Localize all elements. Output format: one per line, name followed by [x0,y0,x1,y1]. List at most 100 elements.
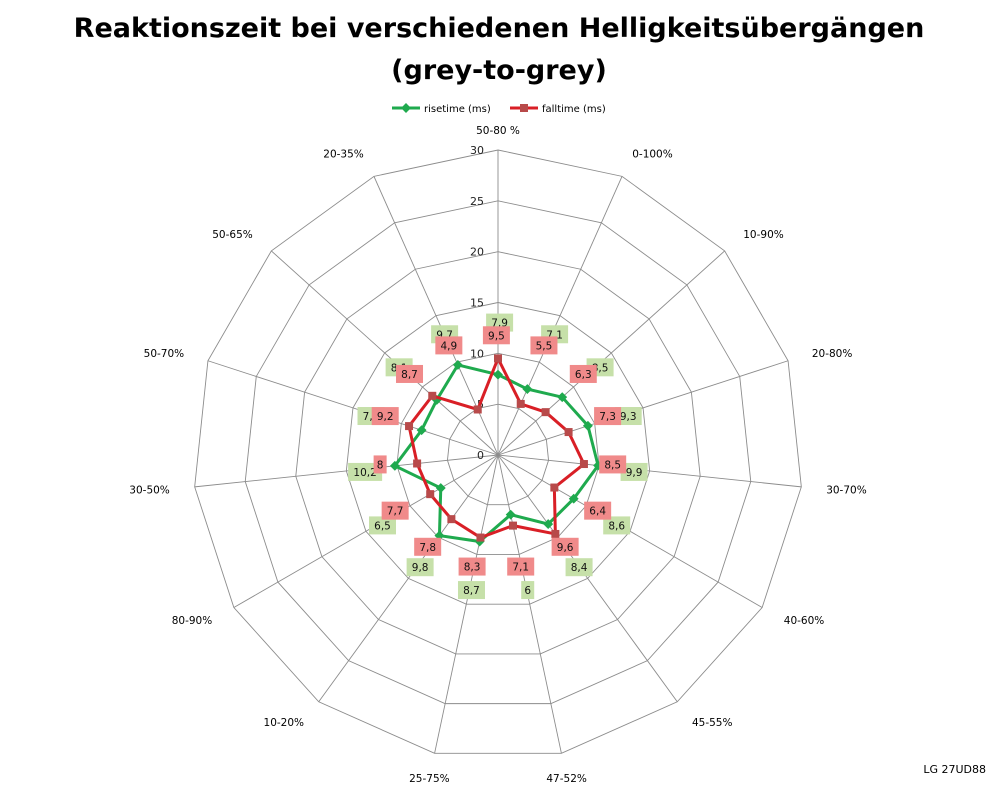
risetime-marker [557,392,568,403]
axis-label: 20-35% [323,149,364,161]
risetime-data-label: 9,3 [620,411,637,423]
falltime-data-label: 7,8 [419,542,436,554]
axis-label: 50-65% [212,229,253,241]
risetime-marker [568,493,579,504]
falltime-data-label: 5,5 [536,340,553,352]
falltime-marker [473,405,482,414]
grid-spoke [497,176,623,456]
series-line-falltime [407,354,586,540]
risetime-marker [582,420,593,431]
risetime-data-label: 6 [524,585,531,597]
grid-spoke [497,454,562,754]
falltime-marker [564,428,573,437]
risetime-data-label: 6,5 [374,520,391,532]
legend-entry: falltime (ms) [542,104,606,115]
risetime-label-bg [406,558,434,577]
grid-ring [295,251,701,655]
falltime-marker [579,460,588,469]
axis-label: 25-75% [409,773,450,785]
falltime-data-label: 8 [377,459,384,471]
falltime-data-label: 9,5 [488,330,505,342]
tick-label: 0 [477,449,484,462]
risetime-data-label: 8,6 [608,520,625,532]
chart-title-line1: Reaktionszeit bei verschiedenen Helligke… [73,13,925,44]
axis-label: 30-70% [826,484,867,496]
falltime-marker [509,521,518,530]
axis-label: 50-70% [144,348,185,360]
grid-spoke [271,250,499,456]
risetime-label-bg [565,558,593,577]
falltime-label-bg [381,501,409,520]
falltime-data-label: 9,2 [377,411,394,423]
risetime-data-label: 8,4 [571,562,588,574]
falltime-label-bg [482,326,510,345]
falltime-label-bg [396,364,424,383]
tick-label: 20 [470,246,484,259]
falltime-label-bg [530,336,558,355]
legend-swatch-marker [520,104,528,112]
grid-spoke [194,454,499,488]
risetime-label-bg [521,581,535,600]
axis-label: 0-100% [632,149,673,161]
falltime-marker [413,459,422,468]
risetime-data-label: 9,8 [412,562,429,574]
risetime-marker [452,359,463,370]
risetime-label-bg [368,516,396,535]
model-label: LG 27UD88 [923,763,986,776]
falltime-label-bg [551,537,579,556]
risetime-data-label: 8,7 [463,585,480,597]
chart-title-line2: (grey-to-grey) [391,55,607,86]
falltime-marker [426,490,435,499]
tick-label: 25 [470,195,484,208]
grid-spoke [497,250,725,456]
grid-spoke [497,454,678,703]
falltime-data-label: 6,3 [575,369,592,381]
falltime-marker [428,391,437,400]
axis-label: 40-60% [784,615,825,627]
legend-entry: risetime (ms) [424,104,491,115]
risetime-marker [522,384,533,395]
axis-label: 50-80 % [476,125,520,137]
risetime-marker [493,369,503,380]
falltime-marker [516,399,525,408]
falltime-data-label: 6,4 [589,506,606,518]
falltime-label-bg [414,537,442,556]
axis-label: 47-52% [546,773,587,785]
falltime-data-label: 7,1 [512,562,529,574]
tick-label: 10 [470,347,484,360]
falltime-data-label: 8,7 [401,369,418,381]
risetime-data-label: 10,2 [353,467,376,479]
grid-spoke [434,454,499,754]
falltime-label-bg [507,557,535,576]
tick-label: 30 [470,144,484,157]
risetime-marker [505,509,516,520]
falltime-label-bg [599,455,627,474]
grid-ring [244,200,752,705]
falltime-marker [476,533,485,542]
falltime-marker [494,354,502,363]
tick-label: 15 [470,297,484,310]
risetime-data-label: 9,9 [626,467,643,479]
grid-ring [194,149,802,754]
grid-ring [446,403,550,506]
axis-label: 45-55% [692,717,733,729]
falltime-label-bg [584,501,612,520]
falltime-label-bg [373,455,387,474]
grid-spoke [233,454,499,608]
risetime-marker [435,483,446,493]
falltime-data-label: 4,9 [440,340,457,352]
series-line-risetime [392,363,600,544]
falltime-data-label: 9,6 [557,542,574,554]
falltime-data-label: 8,3 [464,562,481,574]
falltime-label-bg [458,557,486,576]
risetime-label-bg [620,462,648,481]
grid-spoke [497,454,802,488]
grid-spoke [497,360,789,456]
falltime-data-label: 7,3 [599,411,616,423]
falltime-label-bg [435,336,463,355]
axis-label: 80-90% [172,615,213,627]
axis-label: 30-50% [129,484,170,496]
falltime-data-label: 8,5 [604,459,621,471]
grid-spoke [318,454,499,703]
falltime-marker [541,408,550,417]
